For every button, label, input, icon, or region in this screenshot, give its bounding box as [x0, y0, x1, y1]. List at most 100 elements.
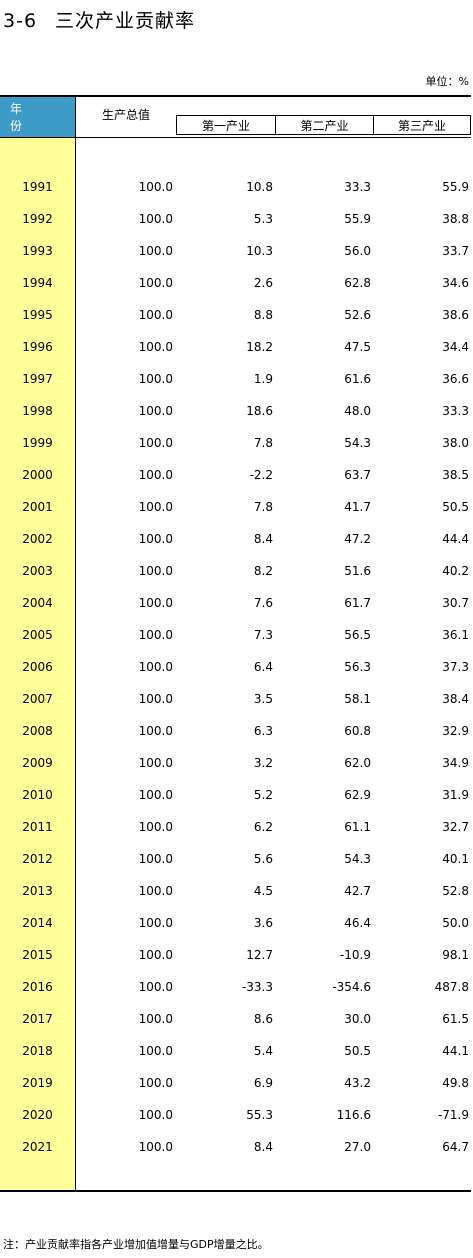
cell-year: 2000 — [22, 468, 53, 482]
cell-tertiary: 50.0 — [442, 916, 469, 930]
cell-secondary: 56.3 — [344, 660, 371, 674]
cell-year: 2009 — [22, 756, 53, 770]
cell-primary: -33.3 — [241, 980, 273, 994]
cell-gdp: 100.0 — [138, 980, 173, 994]
cell-secondary: 54.3 — [344, 436, 371, 450]
table-row: 2020 100.0 55.3 116.6 -71.9 — [0, 1098, 471, 1130]
year-column-background — [0, 97, 75, 1190]
cell-gdp: 100.0 — [138, 468, 173, 482]
cell-year: 1997 — [22, 372, 53, 386]
cell-gdp: 100.0 — [138, 948, 173, 962]
cell-tertiary: 98.1 — [442, 948, 469, 962]
cell-tertiary: 36.1 — [442, 628, 469, 642]
cell-year: 2018 — [22, 1044, 53, 1058]
cell-tertiary: 32.9 — [442, 724, 469, 738]
cell-primary: 12.7 — [246, 948, 273, 962]
cell-primary: 6.2 — [253, 820, 273, 834]
cell-secondary: 62.0 — [344, 756, 371, 770]
cell-primary: 8.6 — [253, 1012, 273, 1026]
page-title: 3-6 三次产业贡献率 — [3, 6, 195, 33]
cell-gdp: 100.0 — [138, 788, 173, 802]
cell-tertiary: 34.6 — [442, 276, 469, 290]
cell-tertiary: 33.3 — [442, 404, 469, 418]
cell-year: 2016 — [22, 980, 53, 994]
cell-secondary: 61.6 — [344, 372, 371, 386]
cell-secondary: 42.7 — [344, 884, 371, 898]
cell-tertiary: 487.8 — [434, 980, 469, 994]
cell-secondary: 27.0 — [344, 1140, 371, 1154]
cell-year: 1992 — [22, 212, 53, 226]
header-year: 年 份 — [0, 97, 75, 137]
cell-primary: 7.6 — [253, 596, 273, 610]
unit-label: 单位：% — [425, 75, 469, 88]
cell-gdp: 100.0 — [138, 1140, 173, 1154]
cell-gdp: 100.0 — [138, 500, 173, 514]
cell-primary: 5.6 — [253, 852, 273, 866]
cell-primary: 10.3 — [246, 244, 273, 258]
cell-tertiary: 49.8 — [442, 1076, 469, 1090]
cell-primary: 5.2 — [253, 788, 273, 802]
cell-secondary: 43.2 — [344, 1076, 371, 1090]
cell-year: 2013 — [22, 884, 53, 898]
cell-secondary: 61.7 — [344, 596, 371, 610]
cell-tertiary: 38.4 — [442, 692, 469, 706]
table-row: 2021 100.0 8.4 27.0 64.7 — [0, 1130, 471, 1162]
cell-secondary: 52.6 — [344, 308, 371, 322]
cell-secondary: 41.7 — [344, 500, 371, 514]
table-row: 2013 100.0 4.5 42.7 52.8 — [0, 874, 471, 906]
cell-year: 2005 — [22, 628, 53, 642]
cell-year: 1995 — [22, 308, 53, 322]
cell-secondary: 60.8 — [344, 724, 371, 738]
cell-tertiary: 50.5 — [442, 500, 469, 514]
cell-primary: -2.2 — [249, 468, 273, 482]
table-row: 2000 100.0 -2.2 63.7 38.5 — [0, 458, 471, 490]
table-row: 2005 100.0 7.3 56.5 36.1 — [0, 618, 471, 650]
cell-year: 2007 — [22, 692, 53, 706]
cell-year: 2015 — [22, 948, 53, 962]
cell-secondary: 51.6 — [344, 564, 371, 578]
cell-secondary: 62.9 — [344, 788, 371, 802]
footnote: 注：产业贡献率指各产业增加值增量与GDP增量之比。 — [3, 1238, 269, 1251]
cell-primary: 3.5 — [253, 692, 273, 706]
cell-gdp: 100.0 — [138, 276, 173, 290]
cell-year: 2019 — [22, 1076, 53, 1090]
table-row: 1992 100.0 5.3 55.9 38.8 — [0, 202, 471, 234]
cell-gdp: 100.0 — [138, 820, 173, 834]
cell-secondary: 47.5 — [344, 340, 371, 354]
table-row: 2009 100.0 3.2 62.0 34.9 — [0, 746, 471, 778]
cell-tertiary: 38.0 — [442, 436, 469, 450]
cell-secondary: 46.4 — [344, 916, 371, 930]
cell-gdp: 100.0 — [138, 564, 173, 578]
cell-tertiary: 34.4 — [442, 340, 469, 354]
cell-gdp: 100.0 — [138, 532, 173, 546]
cell-tertiary: 64.7 — [442, 1140, 469, 1154]
cell-gdp: 100.0 — [138, 596, 173, 610]
cell-primary: 8.4 — [253, 532, 273, 546]
cell-gdp: 100.0 — [138, 660, 173, 674]
cell-gdp: 100.0 — [138, 628, 173, 642]
cell-tertiary: 61.5 — [442, 1012, 469, 1026]
table-row: 2014 100.0 3.6 46.4 50.0 — [0, 906, 471, 938]
cell-primary: 7.3 — [253, 628, 273, 642]
cell-primary: 6.3 — [253, 724, 273, 738]
cell-secondary: 30.0 — [344, 1012, 371, 1026]
cell-year: 2001 — [22, 500, 53, 514]
cell-primary: 8.4 — [253, 1140, 273, 1154]
table-row: 1995 100.0 8.8 52.6 38.6 — [0, 298, 471, 330]
cell-primary: 4.5 — [253, 884, 273, 898]
cell-tertiary: 44.4 — [442, 532, 469, 546]
table-row: 2010 100.0 5.2 62.9 31.9 — [0, 778, 471, 810]
cell-primary: 2.6 — [253, 276, 273, 290]
cell-gdp: 100.0 — [138, 1076, 173, 1090]
table-row: 1998 100.0 18.6 48.0 33.3 — [0, 394, 471, 426]
cell-year: 1991 — [22, 180, 53, 194]
year-divider — [75, 97, 76, 1190]
cell-gdp: 100.0 — [138, 1108, 173, 1122]
cell-secondary: 47.2 — [344, 532, 371, 546]
cell-gdp: 100.0 — [138, 916, 173, 930]
cell-tertiary: 33.7 — [442, 244, 469, 258]
table-row: 1997 100.0 1.9 61.6 36.6 — [0, 362, 471, 394]
cell-primary: 18.2 — [246, 340, 273, 354]
cell-primary: 5.4 — [253, 1044, 273, 1058]
table-row: 1994 100.0 2.6 62.8 34.6 — [0, 266, 471, 298]
